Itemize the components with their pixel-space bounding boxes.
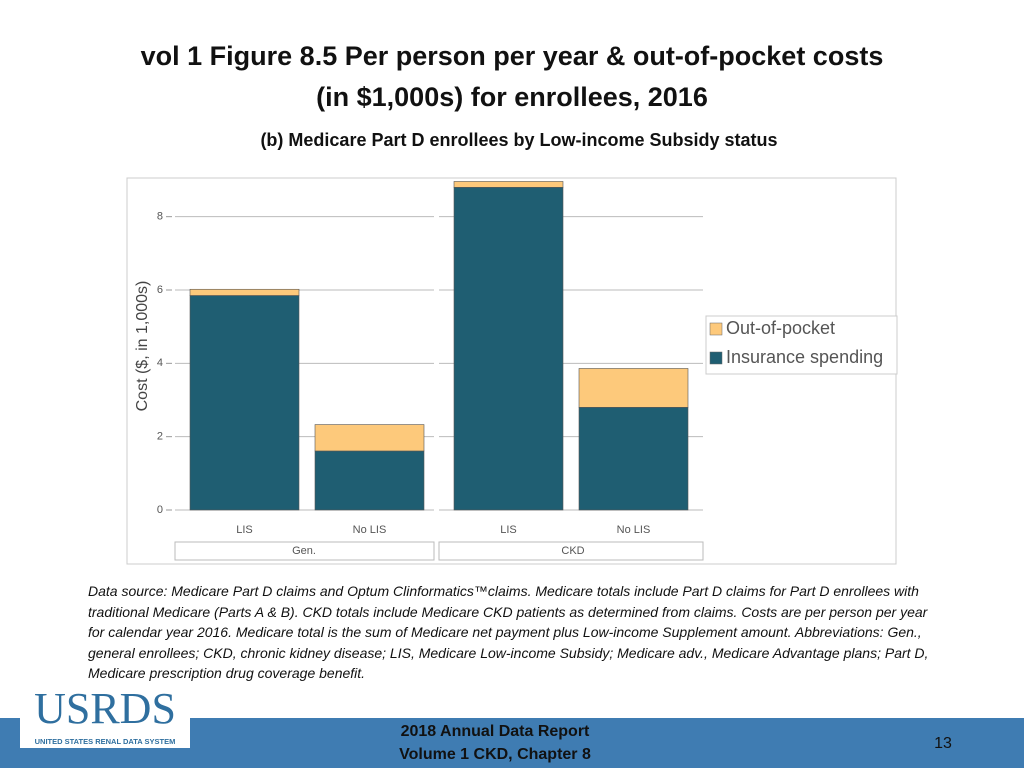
x-tick-label: LIS — [236, 524, 253, 536]
data-source-note: Data source: Medicare Part D claims and … — [88, 583, 929, 681]
bar-segment — [453, 181, 564, 188]
y-tick-label: 4 — [157, 357, 163, 369]
legend-box — [705, 315, 898, 375]
slide-title-line-1: vol 1 Figure 8.5 Per person per year & o… — [141, 41, 884, 71]
group-label-box — [438, 541, 704, 561]
x-tick-label: LIS — [500, 524, 517, 536]
y-tick-label: 6 — [157, 284, 163, 296]
page-number: 13 — [934, 735, 952, 752]
x-tick-label: No LIS — [617, 524, 651, 536]
bar-segment — [453, 187, 564, 511]
y-tick-label: 8 — [157, 211, 163, 223]
legend-label: Insurance spending — [726, 347, 883, 367]
footer-line-2: Volume 1 CKD, Chapter 8 — [399, 746, 591, 763]
logo-subtext: UNITED STATES RENAL DATA SYSTEM — [35, 737, 176, 746]
legend-swatch — [709, 351, 723, 365]
x-tick-label: No LIS — [353, 524, 387, 536]
bar-segment — [189, 295, 300, 511]
group-label-box — [174, 541, 435, 561]
bar-segment — [578, 368, 689, 408]
bar-segment — [189, 288, 300, 296]
bar-segment — [314, 450, 425, 511]
bar-segment — [314, 424, 425, 452]
chart-subtitle: (b) Medicare Part D enrollees by Low-inc… — [260, 130, 777, 150]
logo-background — [20, 688, 190, 748]
legend-swatch — [709, 322, 723, 336]
y-tick-label: 0 — [157, 504, 163, 516]
group-label: Gen. — [292, 545, 316, 557]
group-label: CKD — [561, 545, 584, 557]
slide-title-line-2: (in $1,000s) for enrollees, 2016 — [316, 82, 708, 112]
legend-label: Out-of-pocket — [726, 318, 835, 338]
y-axis-label: Cost ($, in 1,000s) — [134, 281, 151, 412]
y-tick-label: 2 — [157, 431, 163, 443]
bar-segment — [578, 407, 689, 511]
logo-text: USRDS — [34, 684, 176, 733]
footer-line-1: 2018 Annual Data Report — [401, 723, 590, 740]
